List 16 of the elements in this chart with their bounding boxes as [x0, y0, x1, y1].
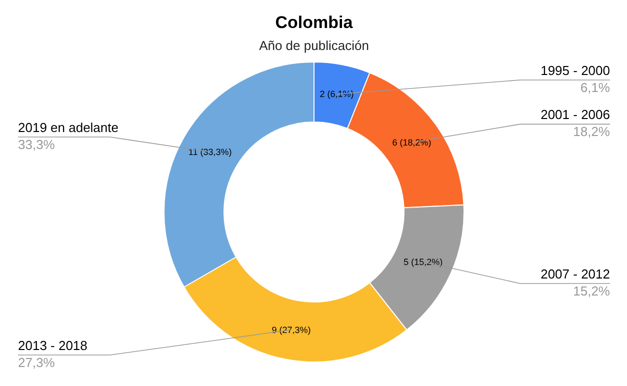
text: 27,3%	[18, 355, 56, 370]
text: 33,3%	[18, 137, 56, 152]
data-label: 5 (15,2%)	[404, 256, 443, 267]
text: 6,1%	[580, 80, 610, 95]
data-label: 2 (6,1%)	[320, 89, 354, 100]
slice-label: 1995 - 2000	[540, 63, 610, 78]
chart-subtitle: Año de publicación	[259, 38, 369, 53]
data-label: 6 (18,2%)	[392, 137, 432, 148]
text: 15,2%	[573, 283, 610, 298]
slice-label: 2019 en adelante	[18, 120, 118, 135]
slice-label: 2007 - 2012	[540, 266, 610, 282]
text: 18,2%	[573, 124, 610, 140]
slice-label: 2013 - 2018	[18, 338, 88, 353]
chart-title: Colombia	[275, 13, 354, 32]
data-label: 9 (27,3%)	[272, 324, 311, 335]
slice-label: 2001 - 2006	[540, 107, 610, 122]
